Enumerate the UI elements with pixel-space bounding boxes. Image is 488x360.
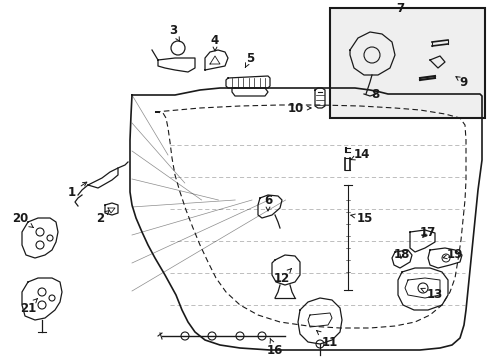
Text: 8: 8 xyxy=(370,89,378,102)
Text: 1: 1 xyxy=(68,182,86,198)
Text: 18: 18 xyxy=(393,248,409,261)
Text: 7: 7 xyxy=(395,1,403,14)
Text: 9: 9 xyxy=(455,76,467,89)
Text: 6: 6 xyxy=(264,194,271,211)
Text: 5: 5 xyxy=(245,51,254,67)
Text: 12: 12 xyxy=(273,269,291,284)
Text: 2: 2 xyxy=(96,211,109,225)
Text: 19: 19 xyxy=(442,248,462,261)
Text: 17: 17 xyxy=(419,225,435,238)
Text: 15: 15 xyxy=(350,211,372,225)
Text: 11: 11 xyxy=(316,330,337,348)
Text: 21: 21 xyxy=(20,298,38,315)
Text: 10: 10 xyxy=(287,102,310,114)
Text: 14: 14 xyxy=(350,148,369,162)
Text: 13: 13 xyxy=(420,288,442,302)
Text: 3: 3 xyxy=(168,23,180,42)
Text: 16: 16 xyxy=(266,338,283,356)
Text: 4: 4 xyxy=(210,33,219,51)
Text: 20: 20 xyxy=(12,211,33,228)
Bar xyxy=(329,8,484,118)
